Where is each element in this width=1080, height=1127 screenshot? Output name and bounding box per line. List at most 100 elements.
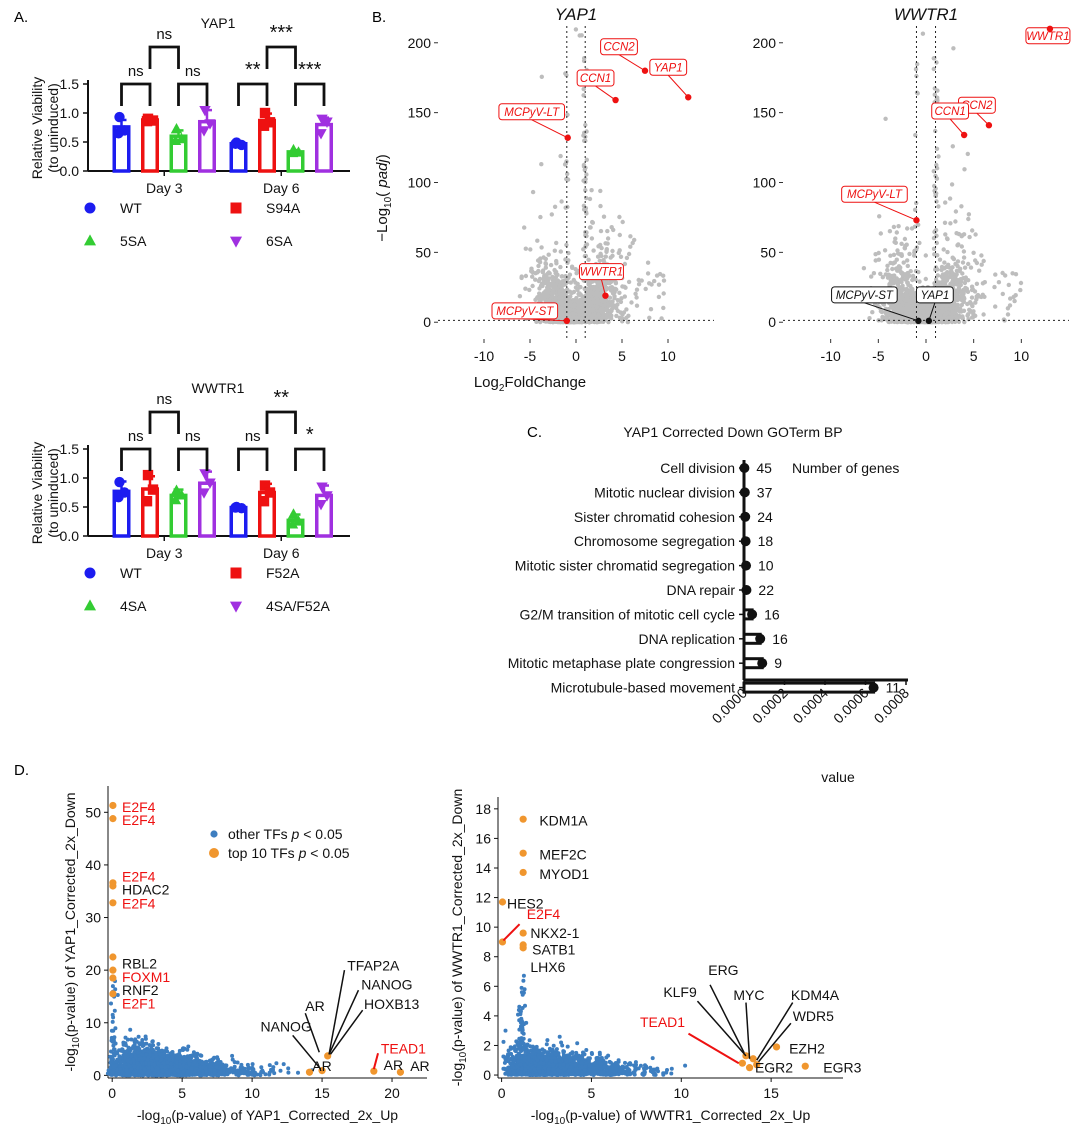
gene-point <box>523 286 528 291</box>
gene-point <box>894 257 899 262</box>
data-point <box>114 476 125 488</box>
gene-point <box>610 299 615 304</box>
gene-point <box>553 295 558 300</box>
y-tick-label: 1.5 <box>60 441 80 457</box>
gene-point <box>535 258 541 263</box>
gene-point <box>654 273 660 278</box>
data-point <box>287 508 300 519</box>
legend-marker <box>230 202 242 214</box>
gene-point <box>953 219 958 224</box>
gene-point <box>953 209 959 214</box>
data-point <box>141 496 153 507</box>
gene-point <box>634 303 640 308</box>
significance-label: ** <box>273 387 289 409</box>
gene-point <box>617 214 622 220</box>
bar <box>141 118 159 173</box>
gene-point <box>587 196 593 202</box>
gene-point <box>583 296 589 302</box>
gene-point <box>579 33 584 38</box>
gene-point <box>550 289 556 295</box>
data-point <box>198 488 210 499</box>
y-tick-label: 1.0 <box>60 470 80 486</box>
gene-point <box>917 279 922 284</box>
y-axis-label-sub: 10 <box>383 196 394 208</box>
legend-label: WT <box>120 565 142 581</box>
significance-label: ns <box>128 63 144 80</box>
significance-bracket <box>177 447 209 471</box>
significance-label: * <box>306 424 314 446</box>
y-tick-label: 200 <box>753 35 777 51</box>
data-point <box>199 105 211 117</box>
gene-point <box>558 249 563 254</box>
gene-point <box>885 267 890 273</box>
panel-label-d: D. <box>14 762 29 779</box>
legend-marker <box>84 567 96 579</box>
gene-point <box>544 275 549 281</box>
gene-point <box>597 258 602 263</box>
gene-point <box>603 241 608 246</box>
highlight-point <box>685 94 692 101</box>
gene-point <box>636 277 641 283</box>
y-tick-label: 0.5 <box>60 134 80 150</box>
gene-point <box>603 302 608 307</box>
gene-point <box>626 279 632 285</box>
significance-bracket <box>148 45 180 69</box>
gene-point <box>522 225 527 230</box>
data-point <box>286 146 299 158</box>
gene-point <box>618 254 624 259</box>
gene-point <box>962 265 968 270</box>
panel-label-a: A. <box>14 9 28 26</box>
y-tick-label: 0.5 <box>60 499 80 515</box>
y-tick-label: 0 <box>768 314 776 330</box>
highlight-point <box>563 317 570 325</box>
gene-point <box>951 46 956 51</box>
gene-point <box>936 204 941 209</box>
gene-point <box>966 261 971 267</box>
gene-point <box>557 283 562 288</box>
data-point <box>141 115 153 127</box>
gene-point <box>598 188 603 194</box>
gene-point <box>590 290 595 296</box>
gene-point <box>599 253 604 259</box>
legend-marker <box>83 234 97 246</box>
gene-point <box>945 249 950 255</box>
gene-point <box>605 312 610 317</box>
gene-point <box>969 301 974 307</box>
data-point <box>258 120 270 131</box>
x-tick-label: Day 3 <box>146 545 183 561</box>
gene-point <box>905 263 910 269</box>
gene-point <box>586 257 591 262</box>
gene-point <box>605 228 610 234</box>
gene-point <box>565 279 570 285</box>
data-point <box>113 491 124 503</box>
gene-point <box>610 304 615 310</box>
gene-point <box>576 319 582 324</box>
legend-label: 6SA <box>266 233 293 249</box>
gene-point <box>612 293 617 299</box>
gene-point <box>580 308 585 314</box>
gene-point <box>596 244 601 249</box>
gene-point <box>878 231 883 236</box>
gene-point <box>967 234 972 240</box>
plot-title: WWTR1 <box>894 5 958 24</box>
y-tick-label: 150 <box>753 105 777 121</box>
gene-point <box>633 291 638 296</box>
legend-label: WT <box>120 200 142 216</box>
gene-point <box>557 295 562 300</box>
gene-point <box>873 252 878 257</box>
x-tick-label: -10 <box>821 348 841 364</box>
gene-point <box>973 232 978 237</box>
significance-label: *** <box>298 59 322 81</box>
significance-label: ** <box>245 59 261 81</box>
data-point <box>315 499 327 511</box>
gene-point <box>552 204 558 209</box>
highlight-point <box>564 134 571 141</box>
gene-point <box>569 290 575 295</box>
gene-point <box>577 291 582 296</box>
data-point <box>315 129 327 140</box>
highlight-point <box>612 96 619 104</box>
significance-label: ns <box>185 428 201 445</box>
gene-point <box>578 284 583 290</box>
gene-point <box>523 246 528 251</box>
